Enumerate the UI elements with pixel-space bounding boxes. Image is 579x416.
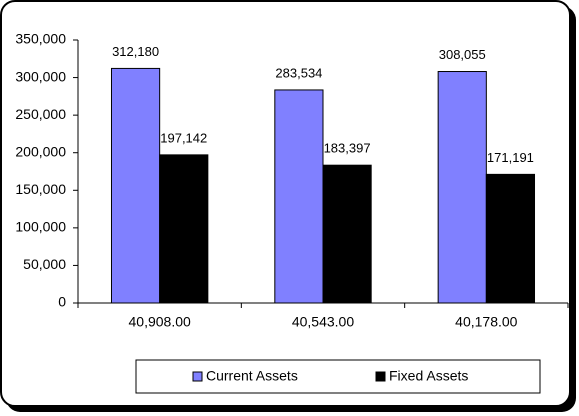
x-tick-label: 40,178.00 (455, 314, 517, 330)
y-tick-label: 150,000 (15, 181, 66, 197)
y-tick-label: 50,000 (23, 256, 66, 272)
value-label: 308,055 (439, 47, 486, 62)
bar (485, 173, 536, 304)
y-tick-label: 250,000 (15, 106, 66, 122)
bar (274, 89, 324, 304)
bar (437, 71, 487, 304)
legend-label: Current Assets (206, 368, 298, 384)
value-label: 283,534 (275, 65, 322, 80)
legend-swatch (192, 371, 203, 382)
bar (322, 164, 372, 304)
value-label: 171,191 (487, 150, 534, 165)
y-tick-label: 300,000 (15, 68, 66, 84)
value-label: 312,180 (112, 44, 159, 59)
value-label: 183,397 (324, 141, 371, 156)
y-tick-label: 350,000 (15, 31, 66, 47)
y-tick-label: 0 (58, 294, 66, 310)
legend-swatch (375, 371, 386, 382)
x-tick-label: 40,908.00 (129, 314, 191, 330)
y-tick-label: 100,000 (15, 219, 66, 235)
legend-label: Fixed Assets (389, 368, 468, 384)
bar (159, 154, 209, 304)
bar (110, 67, 161, 304)
y-tick-label: 200,000 (15, 143, 66, 159)
x-tick-label: 40,543.00 (292, 314, 354, 330)
legend-box (135, 359, 541, 394)
value-label: 197,142 (160, 130, 207, 145)
